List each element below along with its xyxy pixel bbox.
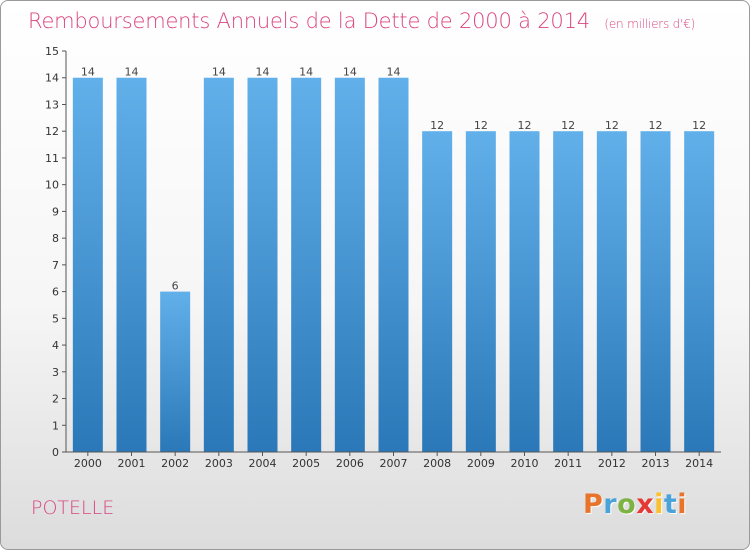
y-tick-label: 2 <box>52 393 59 406</box>
chart-subtitle: (en milliers d'€) <box>604 17 696 31</box>
y-tick-label: 5 <box>52 312 59 325</box>
bar-2007 <box>378 77 409 452</box>
data-label-2006: 14 <box>343 66 357 79</box>
data-label-2013: 12 <box>649 119 663 132</box>
y-tick-label: 12 <box>45 125 59 138</box>
data-label-2011: 12 <box>561 119 575 132</box>
bar-2001 <box>116 77 147 452</box>
data-label-2014: 12 <box>692 119 706 132</box>
x-tick-label-2007: 2007 <box>380 457 408 470</box>
data-label-2005: 14 <box>299 66 313 79</box>
x-tick-label-2005: 2005 <box>292 457 320 470</box>
x-tick-label-2002: 2002 <box>161 457 189 470</box>
bar-2005 <box>291 77 322 452</box>
bar-2014 <box>684 131 715 452</box>
x-tick-label-2012: 2012 <box>598 457 626 470</box>
bar-2010 <box>509 131 540 452</box>
data-label-2004: 14 <box>256 66 270 79</box>
y-tick-label: 6 <box>52 286 59 299</box>
x-tick-label-2013: 2013 <box>642 457 670 470</box>
proxiti-logo: Proxiti <box>583 489 688 520</box>
y-tick-label: 7 <box>52 259 59 272</box>
y-tick-label: 0 <box>52 446 59 459</box>
bar-2002 <box>160 291 191 452</box>
y-tick-label: 14 <box>45 72 59 85</box>
y-tick-label: 10 <box>45 179 59 192</box>
x-tick-label-2003: 2003 <box>205 457 233 470</box>
bar-2008 <box>422 131 453 452</box>
bar-2004 <box>247 77 278 452</box>
data-label-2002: 6 <box>172 280 179 293</box>
data-label-2009: 12 <box>474 119 488 132</box>
x-tick-label-2010: 2010 <box>511 457 539 470</box>
bar-2011 <box>553 131 584 452</box>
x-tick-label-2004: 2004 <box>249 457 277 470</box>
y-tick-label: 13 <box>45 98 59 111</box>
data-label-2003: 14 <box>212 66 226 79</box>
x-tick-label-2011: 2011 <box>554 457 582 470</box>
y-tick-label: 1 <box>52 419 59 432</box>
y-tick-label: 15 <box>45 45 59 58</box>
x-tick-label-2008: 2008 <box>423 457 451 470</box>
x-tick-label-2014: 2014 <box>685 457 713 470</box>
bars-layer: 14 14 6 14 14 14 14 14 12 12 12 12 12 12 12 <box>72 66 715 452</box>
chart-title-text: Remboursements Annuels de la Dette de 20… <box>28 9 590 33</box>
data-label-2010: 12 <box>518 119 532 132</box>
y-tick-label: 11 <box>45 152 59 165</box>
data-label-2000: 14 <box>81 66 95 79</box>
y-tick-label: 8 <box>52 232 59 245</box>
x-tick-label-2009: 2009 <box>467 457 495 470</box>
bar-2000 <box>72 77 103 452</box>
chart-title: Remboursements Annuels de la Dette de 20… <box>28 9 695 33</box>
data-label-2007: 14 <box>387 66 401 79</box>
y-tick-label: 9 <box>52 205 59 218</box>
y-tick-label: 3 <box>52 366 59 379</box>
data-label-2001: 14 <box>125 66 139 79</box>
data-label-2008: 12 <box>430 119 444 132</box>
x-tick-label-2001: 2001 <box>118 457 146 470</box>
bar-2003 <box>203 77 234 452</box>
x-tick-label-2000: 2000 <box>74 457 102 470</box>
data-label-2012: 12 <box>605 119 619 132</box>
bar-2013 <box>640 131 671 452</box>
bar-2006 <box>334 77 365 452</box>
x-tick-label-2006: 2006 <box>336 457 364 470</box>
y-tick-label: 4 <box>52 339 59 352</box>
commune-name: POTELLE <box>31 497 115 519</box>
bar-2012 <box>596 131 627 452</box>
bar-2009 <box>465 131 496 452</box>
